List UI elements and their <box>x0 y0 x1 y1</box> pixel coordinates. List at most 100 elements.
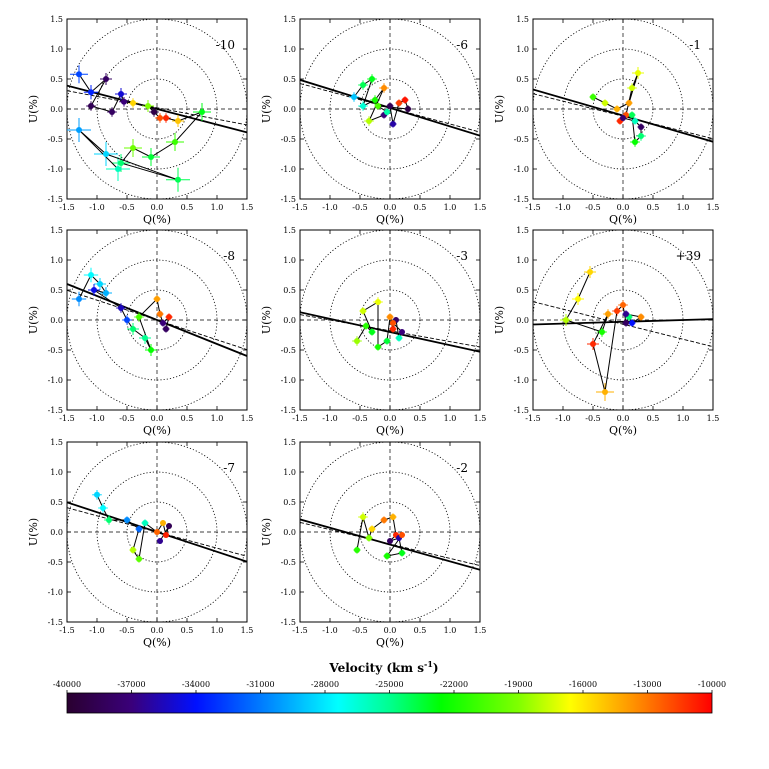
y-tick-label: -0.5 <box>48 558 63 567</box>
data-point <box>629 85 635 91</box>
y-tick-label: 1.0 <box>50 468 63 477</box>
y-tick-label: -1.0 <box>48 165 63 174</box>
data-point <box>121 98 127 105</box>
data-point <box>160 320 166 326</box>
data-point <box>136 526 142 532</box>
y-tick-label: -0.5 <box>281 346 296 355</box>
x-tick-label: -1.5 <box>59 203 74 212</box>
data-point <box>91 287 97 293</box>
x-axis-label: Q(%) <box>143 636 171 649</box>
data-point <box>109 109 115 115</box>
data-point <box>620 115 626 121</box>
y-tick-label: 0.0 <box>50 316 63 325</box>
x-tick-label: 1.0 <box>444 414 457 423</box>
dashed-fit-line <box>67 90 247 126</box>
x-tick-label: 0.5 <box>181 626 194 635</box>
data-point <box>115 166 121 172</box>
x-tick-label: -1.5 <box>292 203 307 212</box>
data-point <box>130 100 136 106</box>
x-tick-label: 1.5 <box>474 626 487 635</box>
data-point <box>384 109 390 115</box>
data-point <box>166 523 172 529</box>
colorbar-tick-label: -40000 <box>53 680 81 689</box>
x-axis-label: Q(%) <box>376 636 404 649</box>
y-tick-label: -1.5 <box>514 195 529 204</box>
data-point <box>130 145 136 151</box>
y-axis-label: U(%) <box>493 306 506 334</box>
y-tick-label: 1.0 <box>283 256 296 265</box>
y-tick-label: 1.0 <box>283 468 296 477</box>
data-point <box>384 553 390 559</box>
x-tick-label: 1.0 <box>677 203 690 212</box>
y-tick-label: -0.5 <box>48 135 63 144</box>
data-point <box>103 151 109 157</box>
data-point <box>375 299 381 305</box>
panel-frame <box>532 18 714 200</box>
x-tick-label: 1.5 <box>474 203 487 212</box>
data-point <box>375 344 381 350</box>
data-point <box>575 296 581 302</box>
data-point <box>154 529 160 535</box>
panel-1: -1.5 -1.0 -0.5 0.0 0.5 1.0 1.5 -1.5 -1.0 -0.5 0.0 0… <box>27 15 253 226</box>
data-point <box>602 100 608 106</box>
colorbar-tick-label: -13000 <box>633 680 661 689</box>
data-point <box>390 320 396 326</box>
y-tick-label: 0.5 <box>50 286 63 295</box>
y-tick-label: 1.0 <box>50 45 63 54</box>
data-point <box>638 124 644 130</box>
y-tick-label: 0.5 <box>283 75 296 84</box>
x-tick-label: 0.5 <box>647 414 660 423</box>
x-tick-label: -1.5 <box>525 203 540 212</box>
data-point <box>605 311 611 317</box>
data-point <box>175 118 181 124</box>
x-tick-label: -1.0 <box>89 626 104 635</box>
y-tick-label: 1.5 <box>283 226 296 235</box>
data-point <box>590 94 596 100</box>
solid-fit-line <box>533 318 713 326</box>
y-tick-label: -1.0 <box>48 376 63 385</box>
data-point <box>396 100 402 106</box>
y-tick-label: 0.5 <box>283 498 296 507</box>
data-point <box>384 338 390 344</box>
x-tick-label: -1.0 <box>322 203 337 212</box>
x-tick-label: -0.5 <box>352 414 367 423</box>
panel-label: -7 <box>223 461 235 475</box>
x-tick-label: 0.0 <box>384 626 397 635</box>
data-point <box>399 329 405 335</box>
panel-frame <box>299 441 481 623</box>
data-point <box>632 118 638 124</box>
y-tick-label: 0.0 <box>283 316 296 325</box>
colorbar-gradient <box>66 692 713 714</box>
panel-data <box>533 266 713 401</box>
x-axis-label: Q(%) <box>376 424 404 437</box>
data-point <box>381 517 387 523</box>
data-point <box>148 154 154 160</box>
data-point <box>145 103 151 109</box>
data-point <box>88 272 94 278</box>
x-tick-label: -0.5 <box>119 203 134 212</box>
dashed-fit-line <box>67 289 247 351</box>
x-axis-label: Q(%) <box>143 424 171 437</box>
panel-label: -10 <box>216 38 235 52</box>
x-tick-label: -0.5 <box>585 414 600 423</box>
data-point <box>100 505 106 511</box>
x-tick-label: 0.0 <box>617 203 630 212</box>
data-point <box>399 550 405 556</box>
y-tick-label: 1.5 <box>50 226 63 235</box>
data-point <box>118 91 124 97</box>
colorbar-title: Velocity (km s-1) <box>328 659 438 675</box>
x-tick-label: 0.5 <box>414 626 427 635</box>
data-point <box>614 106 620 112</box>
data-point <box>602 389 608 395</box>
y-tick-label: -1.5 <box>48 195 63 204</box>
y-tick-label: 0.5 <box>516 75 529 84</box>
panel-data <box>300 512 480 571</box>
panel-7: -1.5 -1.0 -0.5 0.0 0.5 1.0 1.5 -1.5 -1.0 -0.5 0.0 0… <box>27 438 253 649</box>
data-point <box>638 133 644 139</box>
y-tick-label: 0.5 <box>516 286 529 295</box>
data-point <box>163 532 169 538</box>
panel-8: -1.5 -1.0 -0.5 0.0 0.5 1.0 1.5 -1.5 -1.0 -0.5 0.0 0… <box>260 438 486 649</box>
x-tick-label: 1.5 <box>707 203 720 212</box>
y-tick-label: 0.0 <box>283 105 296 114</box>
y-axis-label: U(%) <box>27 518 40 546</box>
